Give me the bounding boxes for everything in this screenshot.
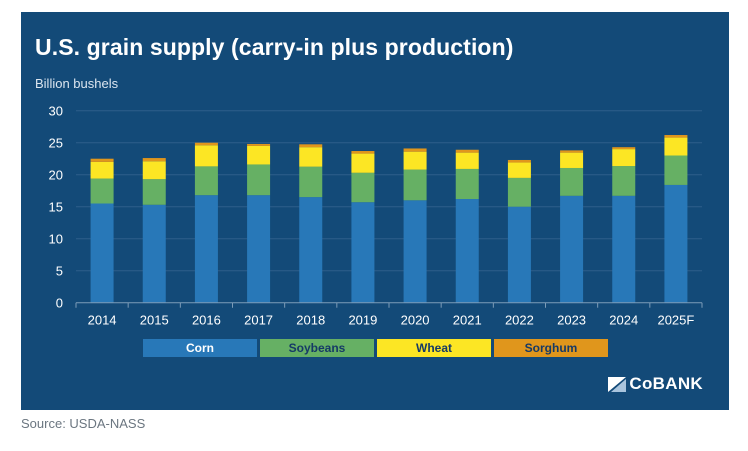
x-tick-label: 2019 [348, 313, 377, 328]
x-tick-label: 2015 [140, 313, 169, 328]
bar-sorghum-2025f [664, 135, 688, 138]
gridlines [76, 110, 702, 272]
stacked-bar-chart: 0 5 10 15 20 25 30 2014 2015 2016 2017 2018 2019 202… [49, 104, 703, 328]
bar-corn-2020 [403, 200, 427, 303]
bar-corn-2017 [247, 195, 271, 303]
brand-name: CoBANK [629, 374, 703, 393]
bar-wheat-2020 [403, 151, 427, 170]
bar-sorghum-2024 [612, 147, 636, 150]
y-tick-label: 0 [56, 296, 63, 311]
x-tick-label: 2025F [657, 313, 694, 328]
y-tick-label: 30 [49, 104, 63, 119]
bar-sorghum-2020 [403, 148, 427, 152]
bar-sorghum-2016 [194, 142, 218, 146]
legend-item-corn: Corn [143, 339, 257, 357]
bar-wheat-2018 [299, 147, 323, 167]
x-tick-label: 2021 [453, 313, 482, 328]
bar-soybeans-2018 [299, 166, 323, 198]
x-tick-label: 2023 [557, 313, 586, 328]
bar-wheat-2022 [507, 162, 531, 178]
bar-soybeans-2014 [90, 178, 114, 204]
bar-wheat-2019 [351, 153, 375, 173]
legend-label: Wheat [416, 341, 452, 355]
bar-sorghum-2019 [351, 151, 375, 154]
bar-wheat-2025f [664, 137, 688, 156]
bar-wheat-2015 [142, 161, 166, 180]
legend-label: Sorghum [524, 341, 578, 355]
bar-corn-2019 [351, 202, 375, 303]
legend-label: Soybeans [288, 341, 346, 355]
bar-soybeans-2024 [612, 166, 636, 196]
bar-soybeans-2016 [194, 166, 218, 196]
bar-wheat-2023 [560, 152, 584, 168]
bar-sorghum-2015 [142, 158, 166, 162]
y-axis-ticks: 0 5 10 15 20 25 30 [49, 104, 63, 311]
bar-corn-2016 [194, 195, 218, 303]
bar-corn-2022 [507, 206, 531, 303]
bar-sorghum-2023 [560, 150, 584, 153]
x-tick-label: 2020 [401, 313, 430, 328]
bar-corn-2014 [90, 203, 114, 303]
bars [90, 135, 688, 303]
x-tick-label: 2017 [244, 313, 273, 328]
bar-sorghum-2017 [247, 143, 271, 146]
legend: Corn Soybeans Wheat Sorghum [143, 339, 608, 357]
brand-logo: CoBANK [608, 374, 703, 394]
x-tick-label: 2024 [609, 313, 638, 328]
bar-sorghum-2022 [507, 159, 531, 163]
y-tick-label: 15 [49, 200, 63, 215]
bar-wheat-2021 [455, 152, 479, 169]
legend-item-soybeans: Soybeans [260, 339, 374, 357]
legend-label: Corn [186, 341, 214, 355]
x-tick-label: 2016 [192, 313, 221, 328]
bar-wheat-2014 [90, 161, 114, 179]
bar-wheat-2017 [247, 145, 271, 165]
x-axis: 2014 2015 2016 2017 2018 2019 2020 2021 2022 2023… [75, 302, 703, 328]
y-tick-label: 10 [49, 232, 63, 247]
bar-soybeans-2019 [351, 172, 375, 203]
y-tick-label: 20 [49, 168, 63, 183]
y-tick-label: 25 [49, 136, 63, 151]
x-tick-label: 2014 [88, 313, 117, 328]
bar-soybeans-2025f [664, 155, 688, 185]
bar-corn-2021 [455, 199, 479, 303]
cobank-logo-icon [608, 376, 627, 392]
bar-wheat-2024 [612, 149, 636, 167]
bar-corn-2024 [612, 195, 636, 303]
chart-panel: U.S. grain supply (carry-in plus product… [21, 12, 729, 410]
x-tick-label: 2018 [296, 313, 325, 328]
bar-sorghum-2021 [455, 149, 479, 153]
bar-corn-2023 [560, 195, 584, 303]
source-note: Source: USDA-NASS [21, 416, 146, 431]
x-tick-label: 2022 [505, 313, 534, 328]
bar-soybeans-2020 [403, 169, 427, 201]
bar-soybeans-2015 [142, 179, 166, 205]
y-tick-label: 5 [56, 264, 63, 279]
bar-wheat-2016 [194, 145, 218, 167]
bar-soybeans-2023 [560, 167, 584, 196]
bar-sorghum-2014 [90, 158, 114, 162]
y-axis-label: Billion bushels [35, 76, 119, 91]
bar-soybeans-2022 [507, 177, 531, 207]
bar-soybeans-2017 [247, 164, 271, 196]
legend-item-wheat: Wheat [377, 339, 491, 357]
bar-corn-2025f [664, 184, 688, 303]
bar-sorghum-2018 [299, 144, 323, 148]
bar-corn-2015 [142, 204, 166, 303]
bar-corn-2018 [299, 197, 323, 303]
bar-soybeans-2021 [455, 168, 479, 200]
legend-item-sorghum: Sorghum [494, 339, 608, 357]
chart-title: U.S. grain supply (carry-in plus product… [35, 34, 514, 60]
